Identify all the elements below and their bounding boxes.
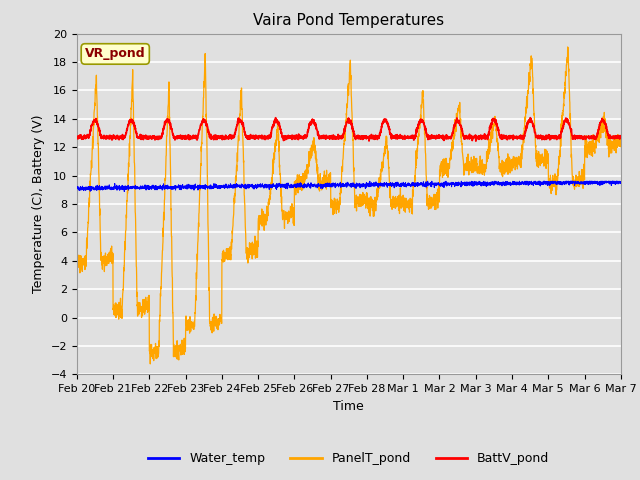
Line: Water_temp: Water_temp bbox=[77, 181, 621, 192]
BattV_pond bbox=[527, 115, 534, 120]
PanelT_pond bbox=[607, 144, 614, 149]
BattV_pond bbox=[135, 134, 143, 140]
Y-axis label: Temperature (C), Battery (V): Temperature (C), Battery (V) bbox=[32, 115, 45, 293]
Water_temp bbox=[73, 185, 81, 191]
PanelT_pond bbox=[135, 311, 143, 317]
PanelT_pond bbox=[564, 44, 572, 50]
PanelT_pond bbox=[305, 163, 313, 169]
X-axis label: Time: Time bbox=[333, 400, 364, 413]
Line: PanelT_pond: PanelT_pond bbox=[77, 47, 621, 364]
BattV_pond bbox=[282, 134, 289, 140]
BattV_pond bbox=[548, 133, 556, 139]
Legend: Water_temp, PanelT_pond, BattV_pond: Water_temp, PanelT_pond, BattV_pond bbox=[143, 447, 554, 470]
Text: VR_pond: VR_pond bbox=[85, 48, 145, 60]
BattV_pond bbox=[73, 135, 81, 141]
PanelT_pond bbox=[168, 229, 175, 235]
Water_temp bbox=[120, 189, 128, 194]
BattV_pond bbox=[472, 138, 480, 144]
Water_temp bbox=[282, 185, 289, 191]
Title: Vaira Pond Temperatures: Vaira Pond Temperatures bbox=[253, 13, 444, 28]
BattV_pond bbox=[167, 125, 175, 131]
PanelT_pond bbox=[73, 266, 81, 272]
PanelT_pond bbox=[147, 361, 154, 367]
Water_temp bbox=[424, 179, 431, 184]
Water_temp bbox=[617, 180, 625, 185]
BattV_pond bbox=[607, 134, 614, 140]
BattV_pond bbox=[617, 133, 625, 139]
Water_temp bbox=[135, 185, 143, 191]
BattV_pond bbox=[305, 125, 313, 131]
Water_temp bbox=[305, 183, 313, 189]
Water_temp bbox=[607, 179, 614, 184]
Water_temp bbox=[548, 179, 556, 184]
Water_temp bbox=[168, 184, 175, 190]
Line: BattV_pond: BattV_pond bbox=[77, 118, 621, 141]
PanelT_pond bbox=[548, 178, 556, 184]
PanelT_pond bbox=[282, 209, 289, 215]
PanelT_pond bbox=[617, 142, 625, 148]
